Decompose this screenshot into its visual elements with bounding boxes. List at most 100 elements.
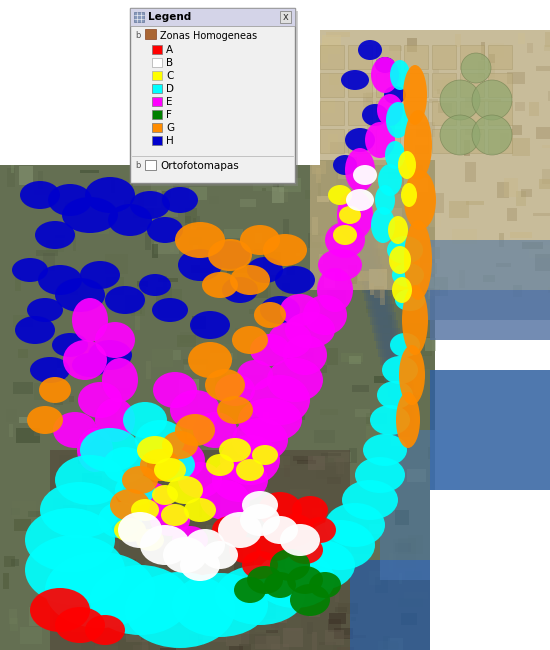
Ellipse shape: [384, 86, 406, 104]
Bar: [312, 216, 318, 235]
Bar: [283, 454, 304, 467]
Bar: [184, 365, 206, 370]
Bar: [283, 219, 289, 236]
Ellipse shape: [88, 340, 132, 370]
Bar: [428, 447, 431, 459]
Bar: [460, 45, 484, 69]
Bar: [154, 242, 179, 254]
Ellipse shape: [378, 164, 402, 196]
Bar: [244, 544, 254, 562]
Bar: [328, 452, 351, 462]
Text: x: x: [283, 12, 288, 22]
Ellipse shape: [85, 177, 135, 213]
Bar: [346, 184, 364, 229]
Bar: [196, 227, 217, 230]
Bar: [349, 157, 358, 170]
Bar: [50, 450, 350, 650]
Bar: [464, 140, 470, 156]
Bar: [55, 235, 65, 238]
Bar: [166, 483, 185, 500]
Ellipse shape: [140, 525, 190, 565]
Bar: [9, 610, 17, 623]
Bar: [320, 129, 344, 153]
Bar: [162, 191, 172, 198]
Bar: [322, 453, 342, 456]
Bar: [395, 181, 398, 195]
Ellipse shape: [339, 206, 361, 224]
Bar: [303, 533, 310, 541]
Bar: [109, 468, 117, 488]
Ellipse shape: [123, 402, 167, 438]
Ellipse shape: [190, 311, 230, 339]
Bar: [94, 604, 110, 610]
Ellipse shape: [202, 541, 238, 569]
Bar: [400, 341, 410, 354]
Bar: [388, 638, 403, 650]
Bar: [522, 242, 543, 249]
Bar: [348, 192, 366, 237]
Bar: [135, 311, 140, 330]
Ellipse shape: [255, 529, 295, 561]
Ellipse shape: [396, 392, 420, 448]
Bar: [273, 612, 287, 622]
Bar: [370, 280, 388, 325]
Bar: [219, 619, 232, 627]
Bar: [489, 54, 496, 64]
Bar: [246, 448, 253, 459]
Ellipse shape: [287, 536, 323, 564]
Bar: [272, 187, 284, 203]
Bar: [122, 632, 133, 635]
Bar: [352, 385, 368, 392]
Ellipse shape: [35, 221, 75, 249]
Ellipse shape: [392, 263, 424, 287]
Bar: [432, 129, 456, 153]
Bar: [106, 277, 124, 294]
Ellipse shape: [267, 358, 323, 402]
Bar: [328, 619, 341, 632]
Bar: [476, 117, 483, 135]
Bar: [160, 614, 166, 618]
Bar: [342, 526, 346, 542]
Bar: [19, 417, 29, 423]
Ellipse shape: [154, 458, 186, 482]
Ellipse shape: [342, 480, 398, 520]
Ellipse shape: [152, 298, 188, 322]
Ellipse shape: [39, 377, 71, 403]
Bar: [278, 407, 302, 423]
Bar: [529, 244, 550, 258]
Bar: [548, 287, 550, 293]
Ellipse shape: [80, 428, 140, 472]
Bar: [309, 606, 320, 617]
Bar: [185, 408, 189, 411]
Bar: [135, 586, 145, 596]
Bar: [81, 560, 100, 567]
Bar: [345, 202, 348, 211]
Bar: [14, 519, 31, 532]
Bar: [310, 30, 550, 290]
Ellipse shape: [184, 498, 216, 522]
Ellipse shape: [217, 396, 253, 424]
Bar: [282, 283, 290, 294]
Ellipse shape: [386, 102, 410, 138]
Bar: [355, 410, 370, 417]
Bar: [366, 264, 384, 309]
Ellipse shape: [341, 70, 369, 90]
Bar: [430, 490, 550, 650]
Bar: [316, 315, 323, 333]
Bar: [407, 469, 426, 482]
Bar: [394, 376, 412, 421]
Circle shape: [472, 80, 512, 120]
Bar: [258, 514, 276, 527]
Bar: [338, 603, 359, 614]
Bar: [294, 456, 313, 461]
Bar: [200, 259, 224, 268]
Bar: [411, 278, 434, 288]
Ellipse shape: [140, 449, 180, 481]
Bar: [432, 101, 456, 125]
Bar: [295, 596, 300, 610]
Bar: [205, 227, 208, 240]
Bar: [516, 190, 526, 206]
Ellipse shape: [175, 414, 215, 446]
Bar: [253, 534, 273, 548]
Bar: [126, 627, 147, 642]
